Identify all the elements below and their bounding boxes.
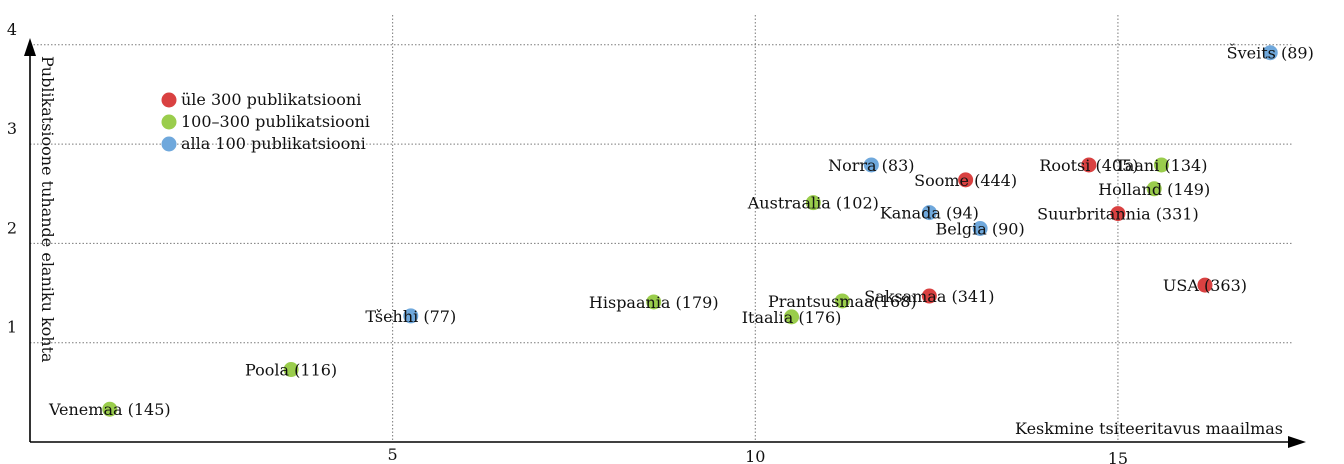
y-tick-label: 4 <box>7 20 17 39</box>
y-axis-label: Publikatsioone tuhande elaniku kohta <box>38 56 57 363</box>
data-point <box>102 401 118 417</box>
legend-swatch-red <box>161 92 177 108</box>
y-axis-arrow <box>24 38 36 56</box>
legend-label-blue: alla 100 publikatsiooni <box>181 134 366 153</box>
legend-swatch-blue <box>161 136 177 152</box>
data-point <box>921 205 937 221</box>
data-point-label: Holland (149) <box>1098 180 1210 199</box>
data-point-label: Suurbritannia (331) <box>1037 205 1199 224</box>
data-point-label: Šveits (89) <box>1227 43 1314 63</box>
data-point <box>805 195 821 211</box>
tick-labels: 5 10 15 1 2 3 4 <box>7 20 1128 464</box>
x-tick-label: 10 <box>745 447 765 464</box>
legend-swatch-green <box>161 114 177 130</box>
data-point <box>1262 45 1278 61</box>
data-point-label: Taani (134) <box>1115 156 1207 175</box>
y-tick-label: 1 <box>7 318 17 337</box>
x-tick-label: 15 <box>1108 449 1128 464</box>
data-point <box>1146 181 1162 197</box>
legend-label-red: üle 300 publikatsiooni <box>181 90 361 109</box>
axes <box>24 38 1306 448</box>
data-point <box>1081 157 1097 173</box>
data-point-label: Belgia (90) <box>936 220 1025 239</box>
data-point <box>403 308 419 324</box>
data-point <box>1110 206 1126 222</box>
data-point <box>1197 277 1213 293</box>
data-point-label: Tšehhi (77) <box>365 307 456 326</box>
data-point-label: Poola (116) <box>245 361 337 380</box>
legend-label-green: 100–300 publikatsiooni <box>181 112 370 131</box>
x-tick-label: 5 <box>388 445 398 464</box>
y-tick-label: 2 <box>7 218 17 237</box>
data-points <box>102 45 1278 417</box>
x-axis-label: Keskmine tsiteeritavus maailmas <box>1015 419 1283 438</box>
data-point-label: Rootsi (405) <box>1039 156 1138 175</box>
data-point <box>646 294 662 310</box>
data-point-label: Hispaania (179) <box>589 293 719 312</box>
data-point <box>1153 157 1169 173</box>
data-point-label: USA (363) <box>1163 276 1247 295</box>
data-point-label: Prantsusmaa(168) <box>768 292 917 311</box>
grid <box>30 15 1292 442</box>
x-axis-arrow <box>1288 436 1306 448</box>
data-point-label: Itaalia (176) <box>742 308 842 327</box>
data-point-label: Norra (83) <box>828 156 914 175</box>
data-labels: Venemaa (145) Poola (116) Tšehhi (77) Hispa… <box>48 43 1314 419</box>
legend: üle 300 publikatsiooni 100–300 publikatsi… <box>161 90 370 153</box>
data-point-label: Austraalia (102) <box>747 194 879 213</box>
data-point <box>972 221 988 236</box>
data-point-label: Venemaa (145) <box>48 400 171 419</box>
data-point <box>863 157 879 173</box>
data-point <box>921 288 937 304</box>
data-point-label: Soome (444) <box>914 171 1017 190</box>
data-point-label: Saksamaa (341) <box>864 287 994 306</box>
data-point <box>834 293 850 309</box>
data-point <box>958 172 974 188</box>
y-tick-label: 3 <box>7 119 17 138</box>
data-point-label: Kanada (94) <box>880 204 979 223</box>
data-point <box>784 309 800 325</box>
data-point <box>283 362 299 378</box>
